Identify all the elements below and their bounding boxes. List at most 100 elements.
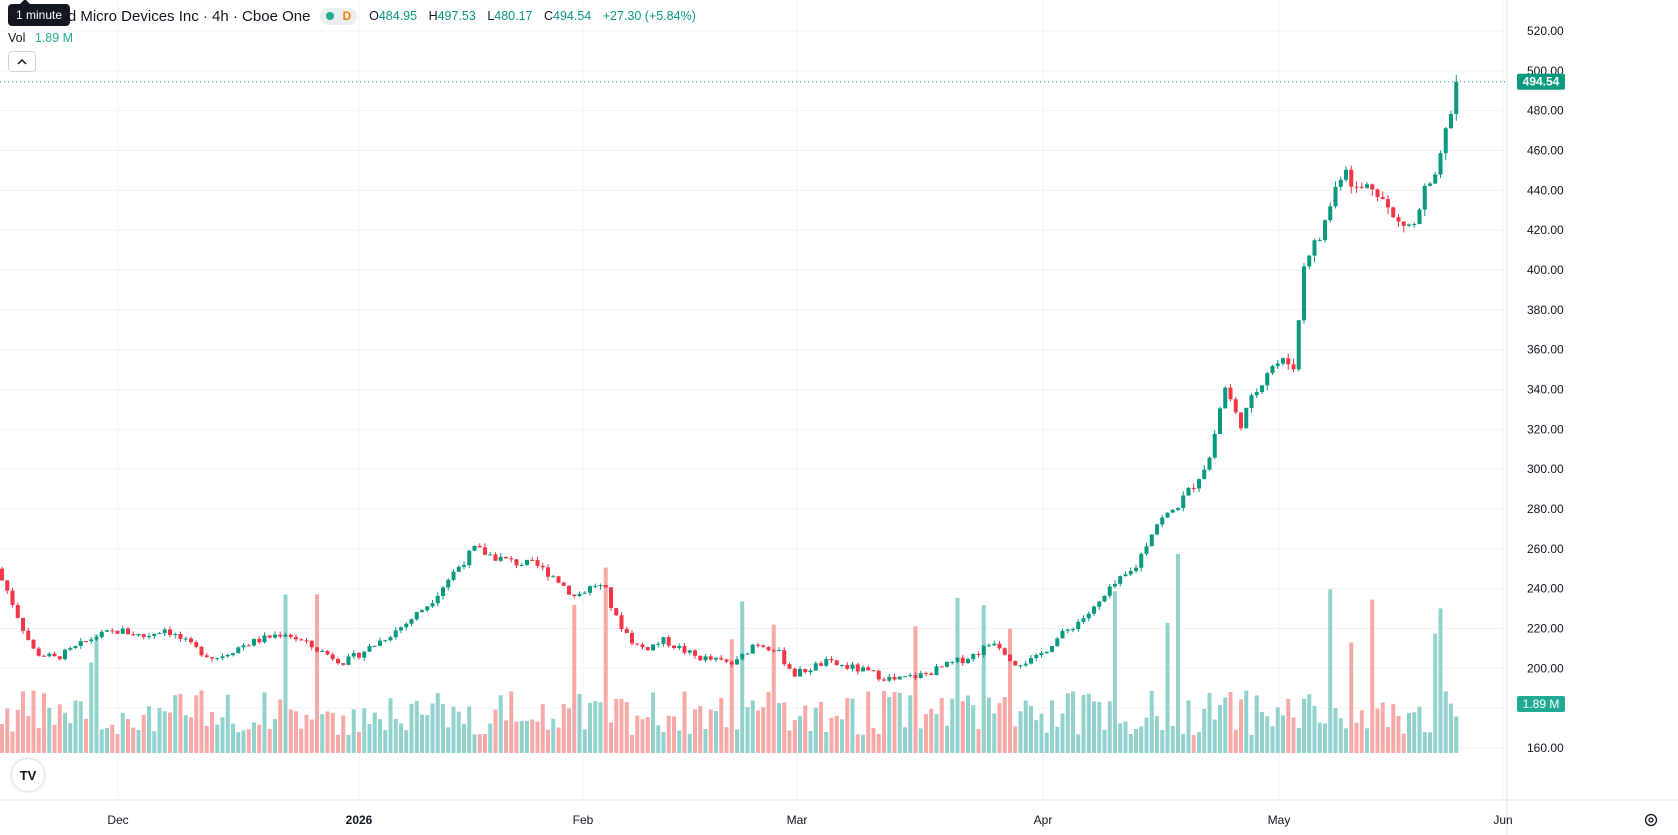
volume-bar [819,701,823,753]
candle [1365,181,1369,189]
price-tick-label: 240.00 [1527,582,1564,596]
candle [430,600,435,608]
volume-bar [0,724,4,753]
symbol-title[interactable]: ced Micro Devices Inc · 4h · Cboe One [52,7,311,25]
volume-bar [950,698,955,753]
volume-bar [294,711,298,753]
candle [698,655,703,662]
volume-bar [78,701,83,753]
volume-bar [1123,721,1128,753]
volume-bar [703,728,708,753]
volume-bar [651,692,655,753]
candle [68,646,73,652]
candle [661,636,666,647]
candle [1291,358,1296,373]
candle [330,652,335,662]
candle [745,652,750,655]
volume-bar [1223,697,1228,753]
candle [357,652,361,660]
volume-bar [1412,712,1417,753]
volume-bar [1291,717,1296,753]
candle [1223,386,1228,409]
time-axis[interactable]: Dec 2026 Feb Mar Apr May Jun [107,813,1512,827]
candle [1123,571,1128,577]
volume-bar [1144,717,1149,753]
candle [131,631,136,636]
last-price-badge: 494.54 [1517,73,1565,90]
tradingview-logo[interactable]: TV [12,759,44,791]
volume-bar [73,700,78,753]
volume-bar [897,692,902,753]
volume-bar [1218,704,1222,753]
volume-bar [1155,716,1159,753]
volume-bar [887,697,892,753]
volume-bar [540,704,545,753]
volume-bar [577,694,582,753]
price-tick-label: 260.00 [1527,542,1564,556]
candle [540,562,545,571]
volume-bar [1443,691,1448,753]
candle [1249,393,1254,413]
candle [472,545,477,552]
candle [1060,628,1065,639]
chevron-up-icon [17,58,27,65]
volume-bar [94,634,99,753]
volume-bar [556,727,561,753]
candle [1239,412,1243,431]
candle [189,636,193,645]
volume-bar [1249,734,1254,753]
candle [551,574,556,578]
candle [1044,651,1049,654]
volume-bar [635,715,640,753]
volume-bar [876,734,881,753]
price-tick-label: 360.00 [1527,343,1564,357]
volume-bar [514,721,519,753]
candle [168,626,172,638]
volume-bar [357,732,361,753]
volume-bar [246,729,251,753]
volume-bars [0,553,1459,753]
volume-legend: Vol 1.89 M [8,31,73,45]
volume-bar [740,601,745,753]
candle [567,585,571,595]
candle [367,643,372,652]
volume-bar [152,731,157,753]
candle [897,676,902,680]
candle [1443,126,1448,161]
status-pill[interactable]: D [320,7,358,25]
candle [194,640,199,649]
candle [934,663,939,676]
volume-bar [325,711,330,753]
candle [577,591,582,597]
price-tick-label: 400.00 [1527,263,1564,277]
candle [1134,564,1138,574]
volume-bar [1307,694,1312,753]
gear-icon[interactable] [1643,812,1659,831]
volume-bar [682,691,687,753]
candle [493,552,498,561]
candle [588,585,592,596]
volume-bar [252,722,256,753]
collapse-legend-button[interactable] [8,51,36,72]
volume-bar [336,734,340,753]
volume-bar [63,712,67,753]
time-tick-label: Dec [107,813,128,827]
volume-bar [367,723,372,753]
volume-bar [1202,708,1207,753]
candle [341,662,346,666]
price-axis[interactable]: 520.00500.00480.00460.00440.00420.00400.… [1527,24,1564,755]
volume-bar [624,702,629,753]
candle [619,612,624,632]
candle [1449,110,1453,129]
candle [173,632,178,639]
candle [997,640,1002,651]
candle [1354,181,1359,193]
candle [1422,183,1427,217]
volume-bar [1197,732,1201,753]
volume-bar [383,729,388,753]
candle [924,671,928,677]
candle [152,633,157,640]
candle [1433,172,1438,184]
candle [792,667,797,678]
